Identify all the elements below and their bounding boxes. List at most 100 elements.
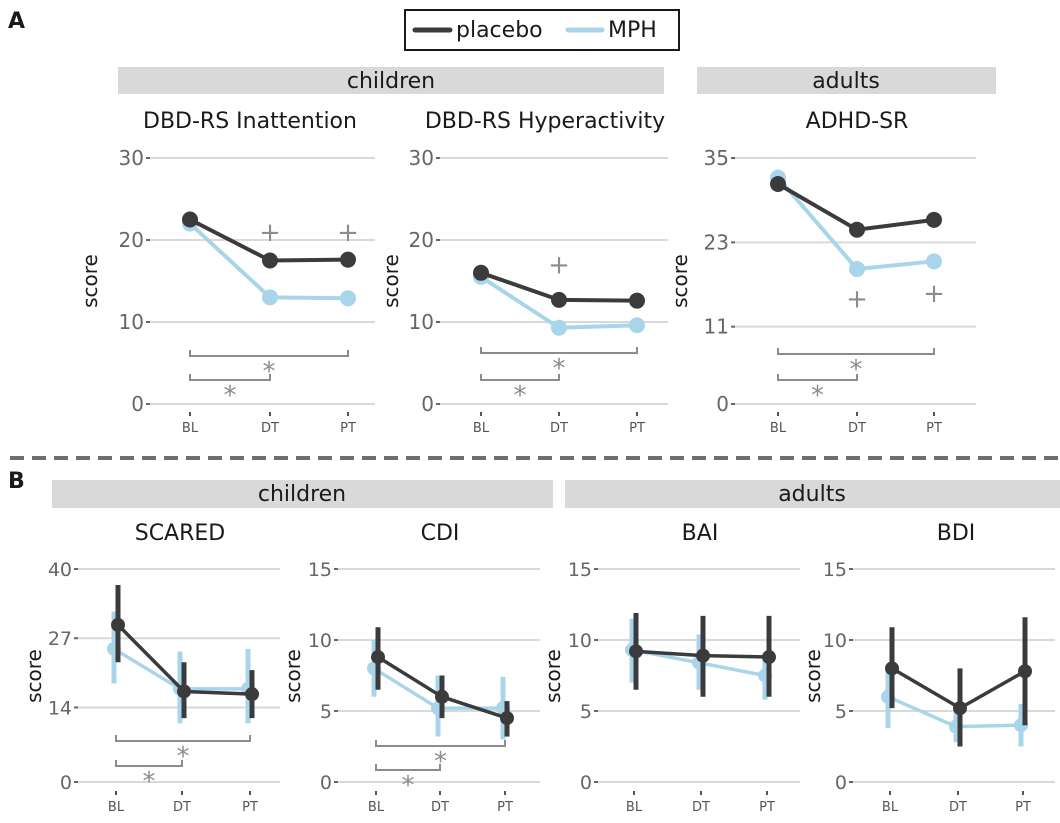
y-tick-label: 5 [835,701,847,723]
y-axis-label: score [668,254,692,308]
data-point [111,617,125,632]
trend-marker: + [923,279,945,309]
group-header-a-children-label: children [347,69,435,94]
chart-title: CDI [421,521,460,546]
significance-star: * [514,381,527,411]
significance-star: * [434,747,447,777]
y-tick-label: 0 [716,392,729,416]
x-tick-label: PT [629,421,645,436]
group-header-b-adults-label: adults [778,482,846,507]
data-point [340,251,356,268]
series-mph [367,640,510,740]
y-axis-label: score [801,649,825,703]
y-tick-label: 10 [568,630,592,652]
data-point [340,290,356,307]
x-tick-label: DT [431,800,449,815]
chart-title: DBD-RS Hyperactivity [425,109,665,134]
significance-star: * [143,767,156,797]
group-header-b-children-label: children [258,482,346,507]
y-tick-label: 40 [48,559,72,581]
y-axis-label: score [78,254,102,308]
series-placebo [371,627,514,737]
significance-star: * [553,354,566,384]
significance-star: * [224,381,237,411]
x-tick-label: BL [182,421,199,436]
y-tick-label: 0 [580,772,592,794]
data-point [849,261,865,278]
legend-label-mph: MPH [608,18,657,43]
chart-dbd-rs-inattention: DBD-RS Inattention score 0 10 20 30 BL DT PT * * + + [78,109,375,436]
group-header-b-adults-bg [565,480,1060,508]
data-point [629,317,645,334]
x-tick-label: DT [692,800,710,815]
x-tick-label: DT [848,421,866,436]
significance-bracket [777,348,935,355]
x-tick-label: PT [242,800,258,815]
y-axis-label: score [541,649,565,703]
x-tick-label: PT [497,800,513,815]
y-tick-label: 20 [119,228,144,252]
y-tick-label: 10 [119,310,144,334]
data-point [849,221,865,238]
x-tick-label: DT [550,421,568,436]
y-axis-label: score [22,649,46,703]
x-tick-label: DT [261,421,279,436]
chart-dbd-rs-hyperactivity: DBD-RS Hyperactivity score 0 10 20 30 BL DT PT * *… [379,109,668,436]
y-tick-label: 27 [48,628,72,650]
data-point [473,264,489,281]
group-header-a-children-bg [118,67,664,94]
series-placebo [473,264,645,309]
y-tick-label: 20 [409,228,434,252]
y-tick-label: 5 [320,701,332,723]
y-tick-label: 30 [119,146,144,170]
x-tick-label: PT [926,421,942,436]
legend-label-placebo: placebo [456,18,543,43]
y-tick-label: 0 [421,392,434,416]
chart-cdi: CDI score 0 5 10 15 BL DT PT * * [281,521,540,815]
y-tick-label: 23 [704,230,729,254]
y-tick-label: 14 [48,697,72,719]
chart-title: ADHD-SR [806,109,909,134]
trend-marker: + [846,285,868,315]
chart-title: SCARED [135,521,226,546]
data-point [435,689,449,704]
x-tick-label: BL [626,800,643,815]
chart-bdi: BDI score 0 5 10 15 BL DT PT [801,521,1055,815]
data-point [770,176,786,193]
x-tick-label: BL [108,800,125,815]
y-tick-label: 10 [308,630,332,652]
y-tick-label: 5 [580,701,592,723]
data-point [629,644,643,659]
significance-star: * [811,381,824,411]
data-point [629,292,645,309]
chart-title: DBD-RS Inattention [143,109,357,134]
group-header-a-adults: adults [697,67,996,94]
significance-bracket [375,740,506,747]
data-point [953,701,967,716]
data-point [500,711,514,726]
x-tick-label: DT [173,800,191,815]
panel-label-a: A [8,9,25,34]
significance-bracket [777,374,858,381]
y-tick-label: 10 [409,310,434,334]
x-tick-label: BL [770,421,787,436]
x-tick-label: PT [759,800,775,815]
series-placebo [629,613,776,697]
data-point [926,211,942,228]
data-point [551,291,567,308]
significance-bracket [375,764,441,771]
series-placebo [111,584,259,719]
group-header-b-children-bg [52,480,553,508]
panels: DBD-RS Inattention score 0 10 20 30 BL DT PT * * + +… [22,109,1055,815]
y-tick-label: 15 [308,559,332,581]
y-tick-label: 15 [568,559,592,581]
data-point [1018,664,1032,679]
series-placebo [182,211,356,269]
group-header-b-adults: adults [565,480,1060,508]
data-point [371,650,385,665]
data-point [696,648,710,663]
y-tick-label: 10 [823,630,847,652]
x-tick-label: PT [340,421,356,436]
chart-scared: SCARED score 0 14 27 40 BL DT PT * * [22,521,280,815]
